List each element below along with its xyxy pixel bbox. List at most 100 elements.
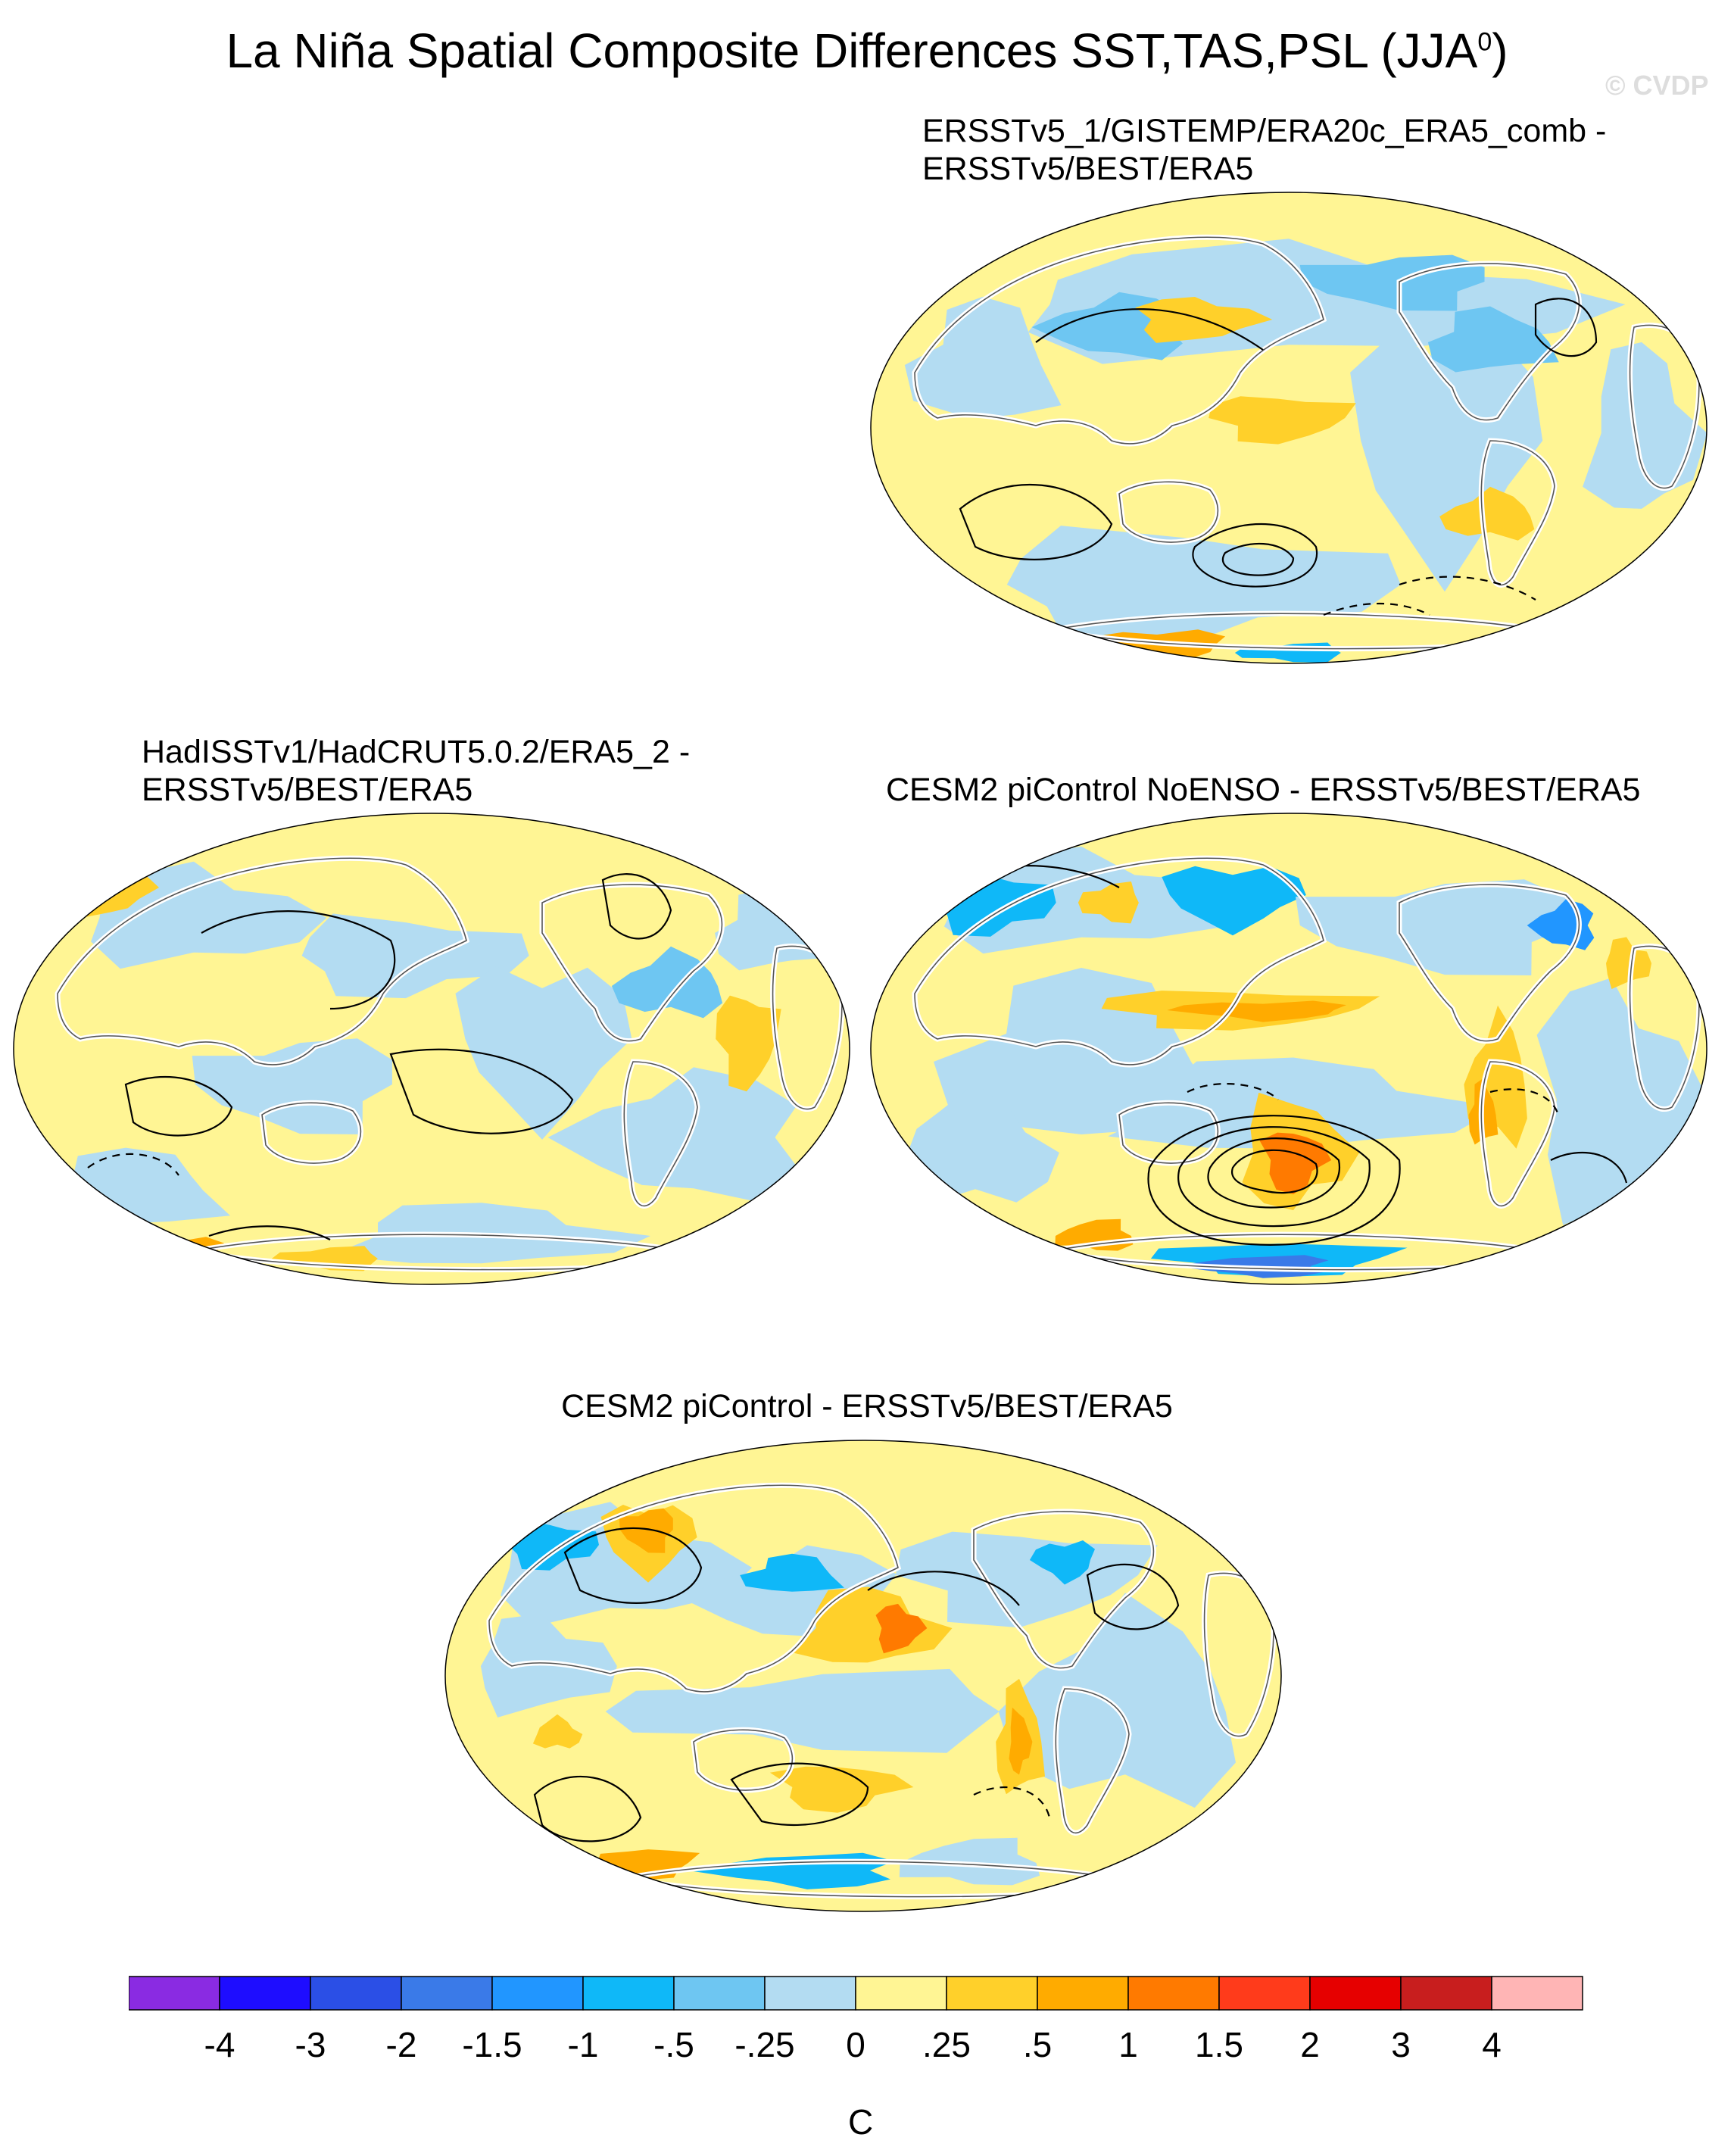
colorbar: -4 -3 -2 -1.5 -1 -.5 -.25 0 .25 .5 1 1.5 2 3 4 <box>129 1976 1583 2064</box>
panel-2-title-line-2: ERSSTv5/BEST/ERA5 <box>142 772 473 808</box>
anomaly-region <box>611 946 723 1019</box>
psl-contour-positive <box>1086 1563 1180 1630</box>
anomaly-region <box>1208 396 1356 445</box>
anomaly-region <box>769 1766 914 1813</box>
coastline <box>1399 263 1580 421</box>
panel-4-title: CESM2 piControl - ERSSTv5/BEST/ERA5 <box>0 1387 1734 1425</box>
anomaly-region <box>192 1038 392 1134</box>
colorbar-swatch-12 <box>1218 1976 1311 2011</box>
colorbar-tick-label: -.5 <box>653 2025 694 2064</box>
panel-1-map <box>870 192 1707 664</box>
coastline <box>623 1061 698 1207</box>
anomaly-region <box>532 1714 583 1749</box>
psl-contour-positive <box>201 910 396 1010</box>
anomaly-region <box>1009 1707 1033 1775</box>
colorbar-swatch-0 <box>129 1976 220 2011</box>
colorbar-swatch-9 <box>946 1976 1038 2011</box>
coastline <box>1399 884 1580 1042</box>
coastline <box>1055 1688 1130 1834</box>
panel-1-title-line-1: ERSSTv5_1/GISTEMP/ERA20c_ERA5_comb - <box>922 113 1607 149</box>
colorbar-tick-label: -4 <box>204 2025 235 2064</box>
anomaly-region <box>894 1083 1059 1203</box>
anomaly-region <box>899 1837 1040 1886</box>
colorbar-swatch-8 <box>855 1976 947 2011</box>
colorbar-tick-label: 3 <box>1391 2025 1411 2064</box>
anomaly-region <box>1296 879 1573 975</box>
colorbar-tick-label: -1.5 <box>462 2025 522 2064</box>
anomaly-region <box>895 1531 1158 1628</box>
psl-contour-positive <box>1230 1149 1318 1194</box>
map-border <box>870 192 1707 664</box>
title-superscript: 0 <box>1477 27 1492 57</box>
panel-2-title: HadISSTv1/HadCRUT5.0.2/ERA5_2 - ERSSTv5/… <box>142 733 690 809</box>
anomaly-region <box>1029 1540 1095 1585</box>
colorbar-swatch-11 <box>1127 1976 1220 2011</box>
psl-contour-positive <box>1177 1126 1371 1228</box>
colorbar-tick-label: -3 <box>295 2025 326 2064</box>
psl-contour-positive <box>1534 298 1598 357</box>
anomaly-region <box>1583 342 1707 509</box>
panel-1-title-line-2: ERSSTv5/BEST/ERA5 <box>922 151 1254 187</box>
colorbar-tick-label: -.25 <box>734 2025 794 2064</box>
coastline <box>914 236 1324 445</box>
coastline <box>1118 481 1219 543</box>
colorbar-tick-label: .25 <box>922 2025 971 2064</box>
coastline <box>488 1484 899 1693</box>
anomaly-region <box>301 913 529 999</box>
colorbar-tick-label: 1 <box>1118 2025 1138 2064</box>
title-suffix: ) <box>1492 23 1508 78</box>
coastline <box>1480 1061 1555 1207</box>
colorbar-swatch-5 <box>582 1976 675 2011</box>
coastline <box>1118 1102 1219 1164</box>
coastline <box>693 1729 794 1791</box>
panel-3-title-line-1: CESM2 piControl NoENSO - ERSSTv5/BEST/ER… <box>886 772 1641 808</box>
anomaly-region <box>875 1603 928 1654</box>
psl-contour-positive <box>959 483 1113 560</box>
psl-contour-positive <box>730 1762 869 1827</box>
colorbar-swatch-13 <box>1309 1976 1402 2011</box>
anomaly-region <box>455 966 632 1140</box>
psl-contour-positive <box>1207 1137 1341 1209</box>
anomaly-region <box>1078 881 1139 924</box>
map-border <box>870 813 1707 1285</box>
anomaly-region <box>619 1508 673 1553</box>
colorbar-tick-label: 1.5 <box>1195 2025 1243 2064</box>
panel-2-title-line-1: HadISSTv1/HadCRUT5.0.2/ERA5_2 - <box>142 734 691 770</box>
psl-contour-negative <box>1187 1083 1279 1100</box>
psl-contour-positive <box>1192 523 1318 588</box>
psl-contour-positive <box>1147 1115 1401 1246</box>
psl-contour-positive <box>1550 1151 1628 1184</box>
chart-title: La Niña Spatial Composite Differences SS… <box>0 23 1734 79</box>
psl-contour-positive <box>533 1775 642 1842</box>
panel-3-map <box>870 813 1707 1285</box>
colorbar-swatch-10 <box>1037 1976 1129 2011</box>
watermark: © CVDP <box>1605 70 1709 101</box>
anomaly-region <box>1427 306 1559 373</box>
psl-contour-positive <box>208 1225 331 1240</box>
panel-4-title-line-1: CESM2 piControl - ERSSTv5/BEST/ERA5 <box>561 1388 1173 1424</box>
psl-contour-positive <box>124 1075 233 1137</box>
anomaly-region <box>740 1553 844 1592</box>
colorbar-tick-label: 2 <box>1300 2025 1320 2064</box>
psl-contour-positive <box>867 1571 1020 1606</box>
colorbar-swatch-6 <box>673 1976 766 2011</box>
psl-contour-positive <box>389 1048 574 1134</box>
anomaly-region <box>547 1067 800 1204</box>
colorbar-tick-label: 4 <box>1482 2025 1502 2064</box>
coastline <box>914 857 1324 1066</box>
psl-contour-positive <box>601 873 672 940</box>
colorbar-tick-label: -2 <box>386 2025 417 2064</box>
coastline <box>1480 440 1555 586</box>
coastline <box>973 1511 1155 1669</box>
anomaly-region <box>716 995 781 1092</box>
coastline <box>261 1102 362 1164</box>
map-border <box>13 813 850 1285</box>
colorbar-tick-label: .5 <box>1023 2025 1052 2064</box>
anomaly-region <box>715 888 830 971</box>
anomaly-region <box>1167 1000 1347 1022</box>
psl-contour-negative <box>973 1786 1051 1818</box>
panel-4-map <box>444 1440 1282 1912</box>
anomaly-region <box>1162 866 1306 936</box>
psl-contour-negative <box>1399 576 1536 601</box>
psl-contour-negative <box>1323 602 1430 616</box>
